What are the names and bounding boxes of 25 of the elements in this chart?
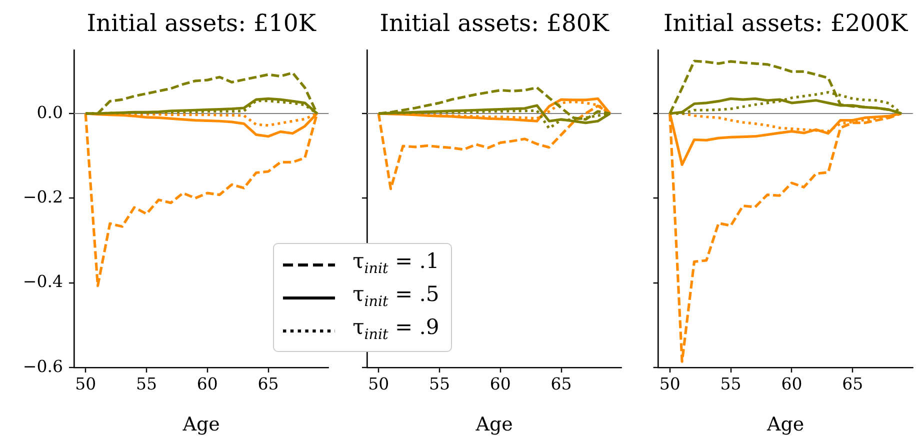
x-tick-label: 65	[258, 374, 279, 394]
y-tick-label: −0.2	[22, 187, 63, 206]
x-tick-label: 55	[720, 374, 742, 394]
x-tick-label: 55	[428, 374, 450, 394]
x-tick-label: 65	[842, 374, 864, 394]
y-tick-label: 0.0	[36, 102, 63, 122]
x-axis-title: Age	[182, 414, 220, 436]
y-tick-label: −0.6	[22, 356, 63, 376]
x-axis-title: Age	[766, 414, 804, 436]
x-axis-title: Age	[474, 414, 513, 436]
chart-title: Initial assets: £10K	[86, 9, 316, 38]
annotation: τ$_{init}$ = .1	[352, 248, 440, 279]
x-tick-label: 50	[659, 374, 680, 394]
y-tick-label: −0.4	[22, 272, 63, 292]
x-tick-label: 55	[136, 374, 157, 394]
x-tick-label: 60	[196, 374, 218, 394]
annotation: τ$_{init}$ = .9	[352, 314, 440, 345]
x-tick-label: 65	[550, 374, 572, 394]
x-tick-label: 60	[781, 374, 802, 394]
x-tick-label: 50	[75, 374, 96, 394]
chart-title: Initial assets: £80K	[380, 9, 610, 38]
x-tick-label: 60	[490, 374, 511, 394]
annotation: τ$_{init}$ = .5	[352, 280, 440, 312]
chart-title: Initial assets: £200K	[664, 9, 908, 38]
x-tick-label: 50	[368, 374, 390, 394]
